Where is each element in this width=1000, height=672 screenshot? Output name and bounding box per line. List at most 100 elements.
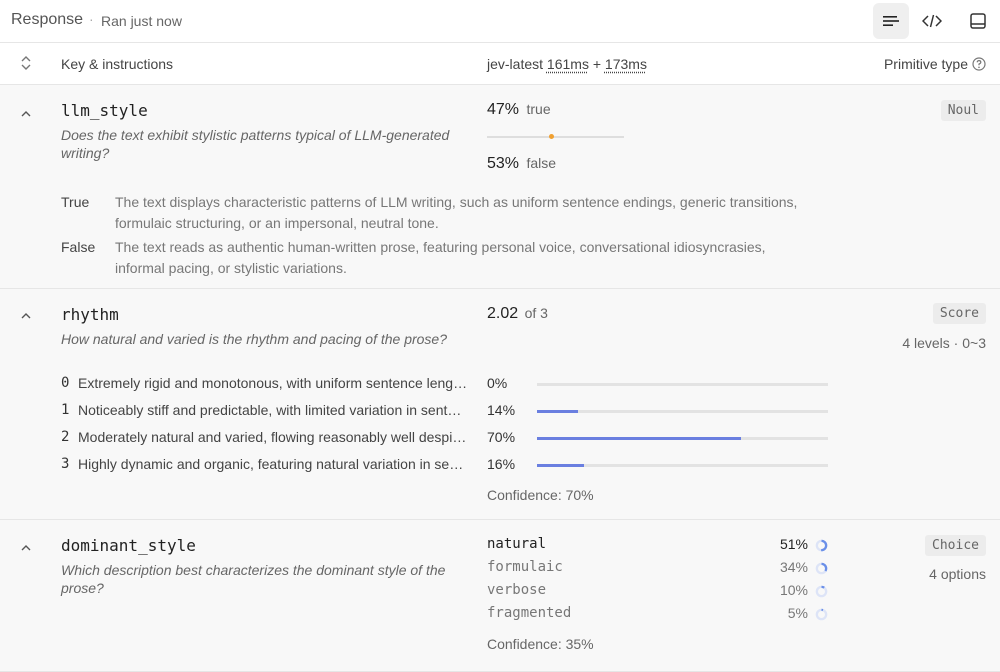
result-row-llm-style: llm_style Does the text exhibit stylisti…	[0, 85, 1000, 289]
key-instructions-header: Key & instructions	[61, 56, 174, 72]
score-level-row: 2 Moderately natural and varied, flowing…	[61, 429, 841, 449]
false-result: 53% false	[487, 155, 556, 173]
definition-text: The text reads as authentic human-writte…	[115, 239, 766, 276]
level-bar-fill	[537, 464, 584, 467]
timing-plus: +	[592, 56, 602, 72]
collapse-toggle[interactable]	[20, 308, 32, 324]
code-view-button[interactable]	[914, 3, 950, 39]
probability-marker	[548, 134, 554, 139]
level-number: 3	[61, 456, 70, 472]
level-number: 0	[61, 375, 70, 391]
model-name: jev-latest	[487, 56, 544, 72]
option-ring-icon	[815, 562, 828, 575]
level-text: Extremely rigid and monotonous, with uni…	[78, 375, 468, 391]
false-percent: 53%	[487, 155, 520, 172]
option-percent: 10%	[779, 582, 808, 598]
option-label: verbose	[487, 582, 547, 598]
chevron-up-icon	[21, 111, 31, 117]
definition-text: The text displays characteristic pattern…	[115, 194, 798, 231]
option-label: fragmented	[487, 605, 572, 621]
level-percent: 14%	[487, 402, 516, 418]
choice-option: natural 51%	[487, 536, 828, 556]
option-ring-icon	[815, 608, 828, 621]
collapse-toggle[interactable]	[20, 106, 32, 122]
definition-key: False	[61, 239, 96, 255]
list-view-button[interactable]	[873, 3, 909, 39]
sort-chevrons-icon	[21, 56, 31, 70]
level-percent: 70%	[487, 429, 516, 445]
level-bar-fill	[537, 437, 741, 440]
score-result: 2.02 of 3	[487, 305, 548, 323]
level-bar	[537, 464, 828, 467]
probability-track	[487, 134, 624, 139]
option-percent: 51%	[779, 536, 808, 552]
definition-true: True The text displays characteristic pa…	[61, 192, 821, 234]
true-label: true	[526, 101, 551, 117]
option-percent: 34%	[779, 559, 808, 575]
score-max: of 3	[524, 305, 548, 321]
option-percent: 5%	[787, 605, 808, 621]
top-bar: Response · Ran just now	[0, 0, 1000, 43]
type-badge: Noul	[940, 100, 986, 121]
collapse-toggle[interactable]	[20, 540, 32, 556]
panel-view-button[interactable]	[960, 3, 996, 39]
help-button[interactable]	[972, 57, 986, 74]
chevron-up-icon	[21, 545, 31, 551]
key-name: dominant_style	[61, 536, 196, 555]
option-label: formulaic	[487, 559, 563, 575]
false-label: false	[526, 155, 557, 171]
type-badge: Score	[932, 303, 986, 324]
true-percent: 47%	[487, 101, 520, 118]
level-text: Noticeably stiff and predictable, with l…	[78, 402, 468, 418]
true-result: 47% true	[487, 101, 551, 119]
key-description: Which description best characterizes the…	[61, 562, 446, 596]
choice-option: verbose 10%	[487, 582, 828, 602]
option-ring-icon	[815, 585, 828, 598]
level-number: 2	[61, 429, 70, 445]
level-text: Highly dynamic and organic, featuring na…	[78, 456, 468, 472]
key-name: llm_style	[61, 101, 148, 120]
result-row-dominant-style: dominant_style Which description best ch…	[0, 520, 1000, 672]
run-status: Ran just now	[101, 13, 182, 29]
panel-view-icon	[970, 13, 986, 29]
code-view-icon	[922, 14, 942, 28]
key-description: How natural and varied is the rhythm and…	[61, 331, 448, 347]
level-percent: 16%	[487, 456, 516, 472]
confidence-label: Confidence: 35%	[487, 636, 594, 652]
timing-first[interactable]: 161ms	[546, 56, 589, 72]
list-view-icon	[883, 16, 899, 26]
option-label: natural	[487, 536, 547, 552]
score-level-row: 1 Noticeably stiff and predictable, with…	[61, 402, 841, 422]
type-badge: Choice	[925, 535, 986, 556]
score-value: 2.02	[487, 305, 519, 322]
level-bar-fill	[537, 410, 578, 413]
choice-option: fragmented 5%	[487, 605, 828, 625]
model-timing-header: jev-latest 161ms + 173ms	[487, 56, 647, 72]
result-row-rhythm: rhythm How natural and varied is the rhy…	[0, 289, 1000, 520]
chevron-up-icon	[21, 313, 31, 319]
key-description: Does the text exhibit stylistic patterns…	[61, 127, 450, 161]
key-name: rhythm	[61, 305, 119, 324]
primitive-type-header: Primitive type	[883, 56, 968, 72]
sort-toggle[interactable]	[19, 55, 33, 74]
level-number: 1	[61, 402, 70, 418]
help-icon	[972, 57, 986, 71]
level-bar	[537, 383, 828, 386]
column-header-row: Key & instructions jev-latest 161ms + 17…	[0, 43, 1000, 85]
level-percent: 0%	[487, 375, 508, 391]
level-bar	[537, 410, 828, 413]
title-separator: ·	[89, 11, 94, 27]
level-bar	[537, 437, 828, 440]
choice-option: formulaic 34%	[487, 559, 828, 579]
option-ring-icon	[815, 539, 828, 552]
level-text: Moderately natural and varied, flowing r…	[78, 429, 468, 445]
score-range-note: 4 levels · 0~3	[902, 335, 986, 351]
definition-key: True	[61, 194, 90, 210]
definition-false: False The text reads as authentic human-…	[61, 237, 821, 279]
timing-second[interactable]: 173ms	[604, 56, 647, 72]
score-level-row: 0 Extremely rigid and monotonous, with u…	[61, 375, 841, 395]
score-level-row: 3 Highly dynamic and organic, featuring …	[61, 456, 841, 476]
option-count-note: 4 options	[929, 566, 986, 582]
panel-title: Response	[11, 11, 84, 28]
confidence-label: Confidence: 70%	[487, 487, 594, 503]
